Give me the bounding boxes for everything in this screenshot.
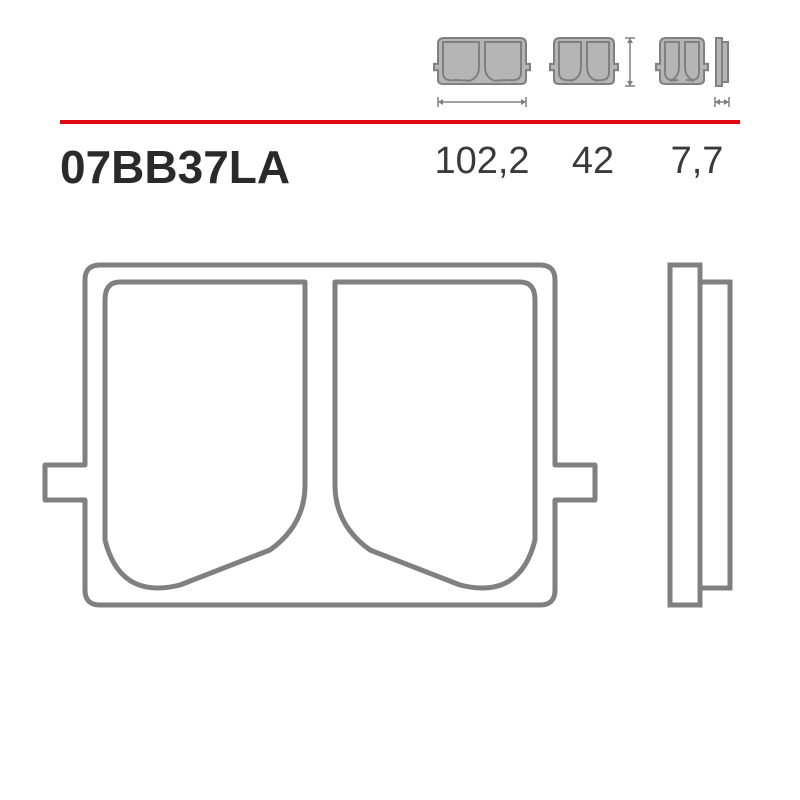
canvas: 07BB37LA 102,2 42 7,7 (0, 0, 800, 800)
part-number: 07BB37LA (60, 140, 290, 194)
brake-pad-side-view (670, 265, 730, 605)
technical-drawing (30, 260, 770, 680)
dimension-width-icon (432, 32, 532, 115)
header-icons-row (0, 32, 800, 112)
spec-row: 07BB37LA 102,2 42 7,7 (60, 140, 740, 200)
dimension-thickness-value: 7,7 (654, 140, 740, 183)
brake-pad-front-view (45, 265, 595, 605)
dimension-height-icon (548, 32, 638, 115)
separator-line (60, 120, 740, 124)
dimension-thickness-icon (654, 32, 740, 115)
dimension-width-value: 102,2 (432, 140, 532, 183)
dimension-height-value: 42 (548, 140, 638, 183)
